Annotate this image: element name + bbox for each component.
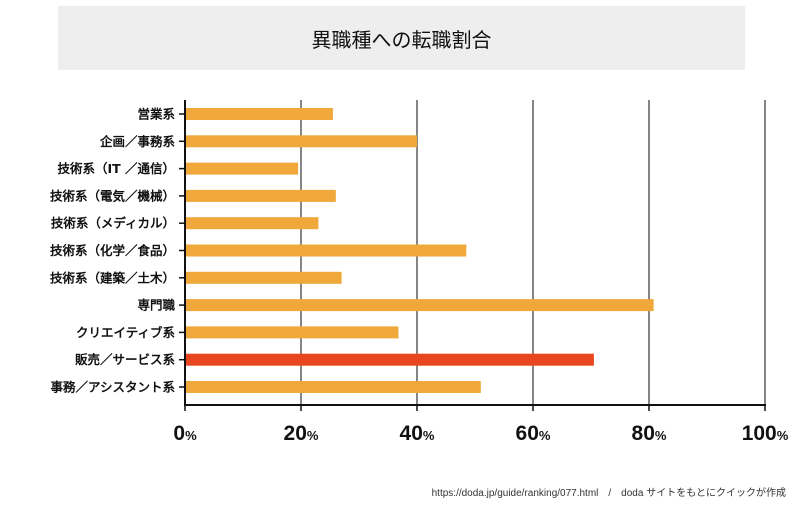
category-label-4: 技術系（メディカル） <box>51 216 175 231</box>
bar-0 <box>185 108 333 120</box>
x-tick-label-40: 40% <box>400 422 435 445</box>
category-label-1: 企画／事務系 <box>99 134 176 149</box>
category-label-8: クリエイティブ系 <box>76 325 176 340</box>
category-label-7: 専門職 <box>137 298 175 313</box>
x-tick-label-60: 60% <box>516 422 551 445</box>
x-tick-unit-20: % <box>307 428 319 443</box>
x-tick-label-20: 20% <box>284 422 319 445</box>
x-tick-unit-40: % <box>423 428 435 443</box>
chart-title: 異職種への転職割合 <box>58 6 745 70</box>
x-tick-unit-80: % <box>655 428 667 443</box>
category-label-9: 販売／サービス系 <box>75 352 176 367</box>
bar-2 <box>185 162 299 175</box>
x-tick-value-20: 20 <box>284 422 307 445</box>
bar-5 <box>185 244 467 257</box>
x-tick-value-60: 60 <box>516 422 539 445</box>
bar-7 <box>185 299 654 312</box>
x-tick-label-80: 80% <box>632 422 667 445</box>
x-tick-value-0: 0 <box>173 422 185 445</box>
x-tick-unit-100: % <box>777 428 789 443</box>
category-label-5: 技術系（化学／食品） <box>50 243 175 258</box>
bar-9 <box>185 353 594 366</box>
x-tick-value-80: 80 <box>632 422 655 445</box>
category-label-10: 事務／アシスタント系 <box>50 380 175 395</box>
bar-8 <box>185 326 399 339</box>
source-note: https://doda.jp/guide/ranking/077.html /… <box>431 488 786 499</box>
bar-6 <box>185 271 342 284</box>
category-label-2: 技術系（IT ／通信） <box>57 161 175 176</box>
x-tick-label-100: 100% <box>742 422 789 445</box>
x-tick-unit-60: % <box>539 428 551 443</box>
x-tick-value-40: 40 <box>400 422 423 445</box>
x-tick-unit-0: % <box>185 428 197 443</box>
bar-1 <box>185 135 417 148</box>
category-label-6: 技術系（建築／土木） <box>50 270 175 285</box>
x-tick-value-100: 100 <box>742 422 777 445</box>
category-label-3: 技術系（電気／機械） <box>50 188 175 203</box>
x-tick-label-0: 0% <box>173 422 197 445</box>
category-label-0: 営業系 <box>137 107 175 122</box>
bar-3 <box>185 189 336 202</box>
bar-10 <box>185 381 481 393</box>
bar-4 <box>185 217 319 230</box>
